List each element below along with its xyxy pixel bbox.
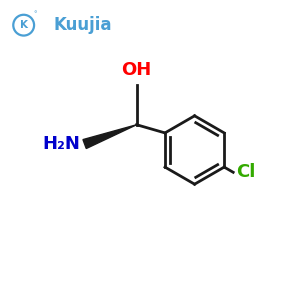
Text: K: K	[20, 20, 28, 30]
Text: OH: OH	[122, 61, 152, 79]
Text: °: °	[33, 12, 37, 18]
Polygon shape	[83, 125, 136, 148]
Text: H₂N: H₂N	[42, 135, 80, 153]
Text: Kuujia: Kuujia	[53, 16, 112, 34]
Text: Cl: Cl	[236, 163, 256, 181]
